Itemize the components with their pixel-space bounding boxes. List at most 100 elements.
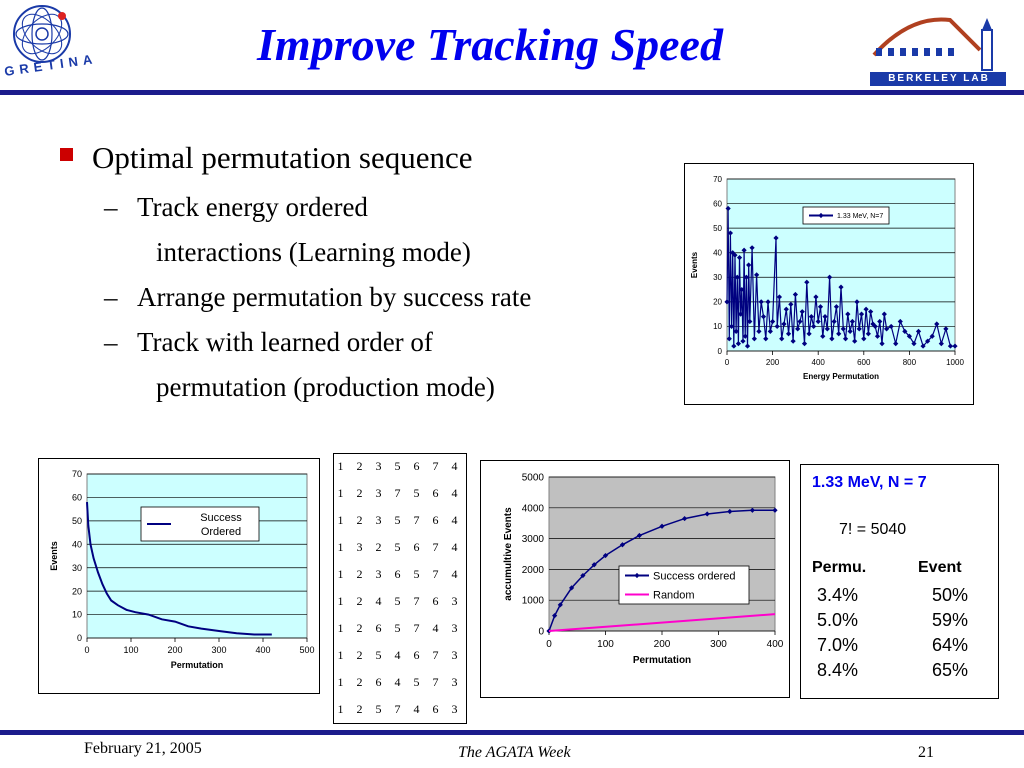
page-title: Improve Tracking Speed <box>257 19 723 70</box>
sub-bullet-3-line2: permutation (production mode) <box>156 372 495 402</box>
x-tick-label: 300 <box>211 645 226 655</box>
table-row: 1 2 3 7 5 6 4 <box>337 486 463 500</box>
table-row: 1 2 4 5 7 6 3 <box>337 594 463 608</box>
table-cell: 5.0% <box>817 610 859 630</box>
x-tick-label: 500 <box>299 645 314 655</box>
y-axis-label: Events <box>49 541 59 571</box>
data-point <box>820 333 826 339</box>
x-tick-label: 300 <box>710 639 727 650</box>
permutation-sequence-table: 1 2 3 5 6 7 4 1 2 3 7 5 6 4 1 2 3 5 7 6 … <box>333 453 467 724</box>
plot-area <box>726 178 956 352</box>
x-tick-label: 400 <box>812 358 826 367</box>
table-row: 1 2 6 4 5 7 3 <box>337 675 463 689</box>
x-tick-label: 200 <box>654 639 671 650</box>
sub-bullet-dash: – <box>104 192 118 222</box>
y-tick-label: 0 <box>718 347 723 356</box>
y-tick-label: 10 <box>713 322 722 331</box>
legend-box <box>618 565 750 605</box>
y-tick-label: 5000 <box>522 473 545 484</box>
table-cell: 7.0% <box>817 635 859 655</box>
berkeley-lab-logo <box>870 17 1006 86</box>
y-tick-label: 40 <box>713 249 722 258</box>
column-header-event: Event <box>918 559 962 576</box>
x-tick-label: 100 <box>597 639 614 650</box>
x-axis-label: Permutation <box>633 655 691 666</box>
legend-label: Success ordered <box>653 570 736 582</box>
data-point <box>829 336 835 342</box>
energy-permutation-chart: 0 10 20 30 40 50 60 70 0 200 400 600 800 1000 Energy P… <box>684 163 974 405</box>
y-tick-label: 2000 <box>522 565 545 576</box>
y-tick-label: 4000 <box>522 503 545 514</box>
data-point <box>877 318 883 325</box>
success-ordered-chart: 0 10 20 30 40 50 60 70 0 100 200 300 400 500 Permutati… <box>38 458 320 694</box>
table-row: 1 2 5 7 4 6 3 <box>337 702 463 716</box>
table-cell: 59% <box>932 610 969 630</box>
table-row: 1 2 5 4 6 7 3 <box>337 648 463 662</box>
table-row: 1 3 2 5 6 7 4 <box>337 540 463 554</box>
legend-label: Random <box>653 589 695 601</box>
footer-rule <box>0 730 1024 735</box>
x-tick-label: 200 <box>167 645 182 655</box>
y-tick-label: 0 <box>538 627 544 638</box>
plot-area <box>86 473 308 639</box>
legend-label: Success Ordered <box>200 512 242 538</box>
sub-bullet-1-line1: Track energy ordered <box>137 192 368 222</box>
y-axis-label: accumultive Events <box>503 507 514 601</box>
bullet-marker <box>60 148 73 161</box>
legend-label: 1.33 MeV, N=7 <box>837 213 883 220</box>
x-tick-label: 600 <box>857 358 871 367</box>
data-point <box>938 341 944 347</box>
footer-page-number: 21 <box>918 744 934 761</box>
table-row: 1 2 3 5 6 7 4 <box>337 459 463 473</box>
data-point <box>746 262 752 268</box>
data-point <box>863 306 869 312</box>
x-tick-label: 400 <box>767 639 784 650</box>
data-point <box>870 321 876 327</box>
data-point <box>874 333 881 339</box>
data-point <box>934 321 940 327</box>
y-tick-label: 70 <box>713 175 722 184</box>
y-tick-label: 50 <box>72 516 82 526</box>
table-cell: 64% <box>932 635 969 655</box>
y-axis-label: Events <box>690 251 699 278</box>
y-tick-label: 20 <box>72 586 82 596</box>
series-line <box>548 613 776 632</box>
data-point <box>779 336 785 342</box>
legend-marker <box>634 572 640 579</box>
data-point <box>842 336 849 342</box>
y-tick-label: 40 <box>72 539 82 549</box>
footer-event: The AGATA Week <box>458 744 571 761</box>
sub-bullet-2-line1: Arrange permutation by success rate <box>137 282 532 312</box>
plot-area <box>548 476 776 632</box>
series-line <box>86 502 272 636</box>
factorial-value: 7! = 5040 <box>839 521 907 538</box>
series-line <box>726 208 955 348</box>
x-tick-label: 0 <box>725 358 730 367</box>
table-cell: 3.4% <box>817 585 859 605</box>
main-bullet: Optimal permutation sequence <box>92 140 473 175</box>
x-tick-label: 800 <box>903 358 917 367</box>
data-point <box>781 321 787 327</box>
data-point <box>747 318 753 325</box>
table-row: 1 2 3 6 5 7 4 <box>337 567 463 581</box>
table-cell: 8.4% <box>817 660 859 680</box>
y-tick-label: 1000 <box>522 596 545 607</box>
header-rule <box>0 90 1024 95</box>
data-point <box>726 336 732 342</box>
x-tick-label: 0 <box>546 639 552 650</box>
y-tick-label: 10 <box>72 610 82 620</box>
x-tick-label: 100 <box>123 645 138 655</box>
data-point <box>619 542 626 548</box>
x-tick-label: 1000 <box>946 358 964 367</box>
table-row: 1 2 6 5 7 4 3 <box>337 621 463 635</box>
y-tick-label: 0 <box>77 633 82 643</box>
footer-date: February 21, 2005 <box>84 740 202 757</box>
table-cell: 50% <box>932 585 969 605</box>
x-tick-label: 200 <box>766 358 780 367</box>
x-tick-label: 400 <box>255 645 270 655</box>
y-tick-label: 3000 <box>522 534 545 545</box>
table-row: 1 2 3 5 7 6 4 <box>337 513 463 527</box>
column-header-permu: Permu. <box>812 559 867 576</box>
y-tick-label: 20 <box>713 298 722 307</box>
x-axis-label: Permutation <box>171 660 224 670</box>
